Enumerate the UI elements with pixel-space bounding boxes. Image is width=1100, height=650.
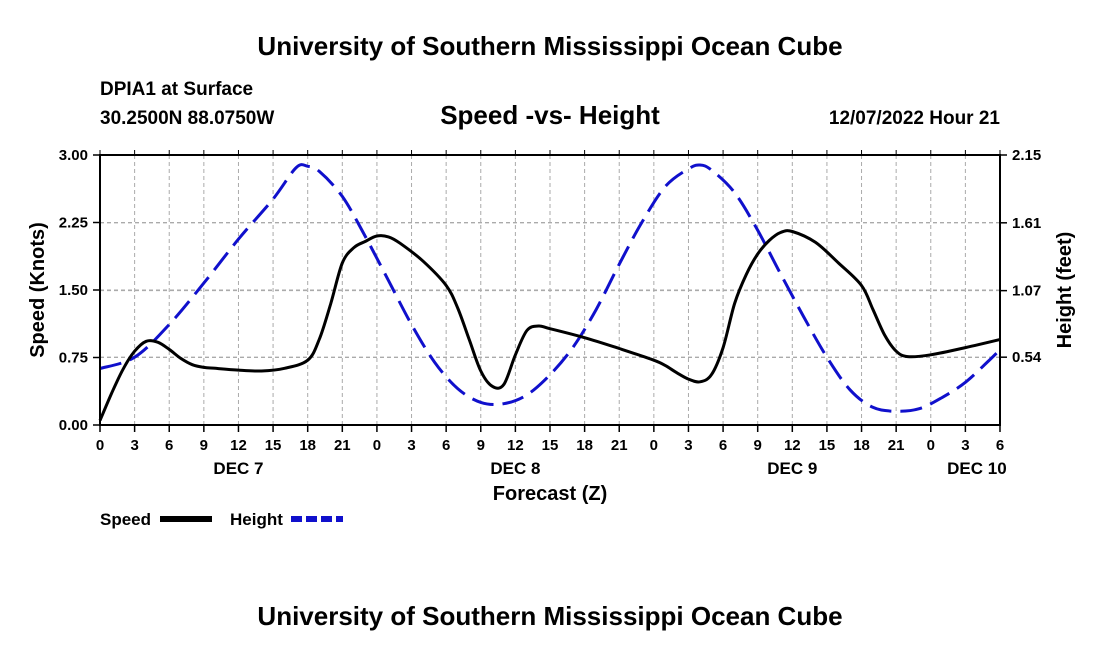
timestamp-label: 12/07/2022 Hour 21	[829, 108, 1001, 129]
x-tick-label: 3	[407, 437, 415, 454]
y-tick-label: 2.25	[59, 215, 88, 232]
y-axis-label: Speed (Knots)	[27, 222, 49, 358]
x-tick-label: 15	[819, 437, 836, 454]
y-tick-label: 0.00	[59, 417, 88, 434]
date-label: DEC 8	[490, 459, 540, 478]
grid	[100, 155, 1000, 425]
x-tick-label: 18	[576, 437, 593, 454]
station-label: DPIA1 at Surface	[100, 79, 253, 100]
x-tick-label: 21	[611, 437, 628, 454]
y2-axis-label: Height (feet)	[1054, 232, 1076, 349]
date-label: DEC 10	[947, 459, 1007, 478]
x-tick-label: 12	[507, 437, 524, 454]
x-tick-label: 18	[853, 437, 870, 454]
x-axis-label: Forecast (Z)	[493, 483, 607, 505]
y2-tick-label: 2.15	[1012, 147, 1041, 164]
x-tick-label: 0	[96, 437, 104, 454]
series-layer	[98, 163, 1002, 422]
x-tick-label: 18	[299, 437, 316, 454]
x-tick-label: 6	[996, 437, 1004, 454]
y2-tick-label: 1.07	[1012, 283, 1041, 300]
x-tick-label: 6	[165, 437, 173, 454]
coords-label: 30.2500N 88.0750W	[100, 108, 274, 129]
page-title: University of Southern Mississippi Ocean…	[257, 31, 842, 61]
height-series-line	[99, 163, 1002, 413]
x-tick-label: 6	[442, 437, 450, 454]
footer-title: University of Southern Mississippi Ocean…	[257, 601, 842, 631]
chart-title: Speed -vs- Height	[440, 100, 660, 130]
x-tick-label: 9	[200, 437, 208, 454]
legend-speed-label: Speed	[100, 510, 151, 529]
x-tick-label: 3	[130, 437, 138, 454]
x-tick-label: 9	[754, 437, 762, 454]
x-tick-label: 21	[888, 437, 905, 454]
x-tick-label: 6	[719, 437, 727, 454]
x-tick-label: 15	[542, 437, 559, 454]
legend-height-label: Height	[230, 510, 283, 529]
x-tick-label: 12	[784, 437, 801, 454]
x-tick-label: 15	[265, 437, 282, 454]
y-tick-label: 3.00	[59, 147, 88, 164]
x-tick-label: 12	[230, 437, 247, 454]
axis-ticks: 0 3 6 9 12 15 18 21 0 3 6 9 12 15 18 21 0 3 6 9 12 15 18 21 0 3 6 D…	[59, 147, 1042, 478]
date-label: DEC 7	[213, 459, 263, 478]
y-tick-label: 0.75	[59, 350, 88, 367]
y2-tick-label: 0.54	[1012, 349, 1042, 366]
x-tick-label: 21	[334, 437, 351, 454]
date-label: DEC 9	[767, 459, 817, 478]
x-tick-label: 0	[650, 437, 658, 454]
x-tick-label: 3	[684, 437, 692, 454]
y2-tick-label: 1.61	[1012, 215, 1041, 232]
x-tick-label: 9	[477, 437, 485, 454]
x-tick-label: 3	[961, 437, 969, 454]
x-tick-label: 0	[927, 437, 935, 454]
y-tick-label: 1.50	[59, 282, 88, 299]
x-tick-label: 0	[373, 437, 381, 454]
legend: Speed Height	[100, 510, 343, 529]
speed-series-line	[98, 229, 1001, 422]
